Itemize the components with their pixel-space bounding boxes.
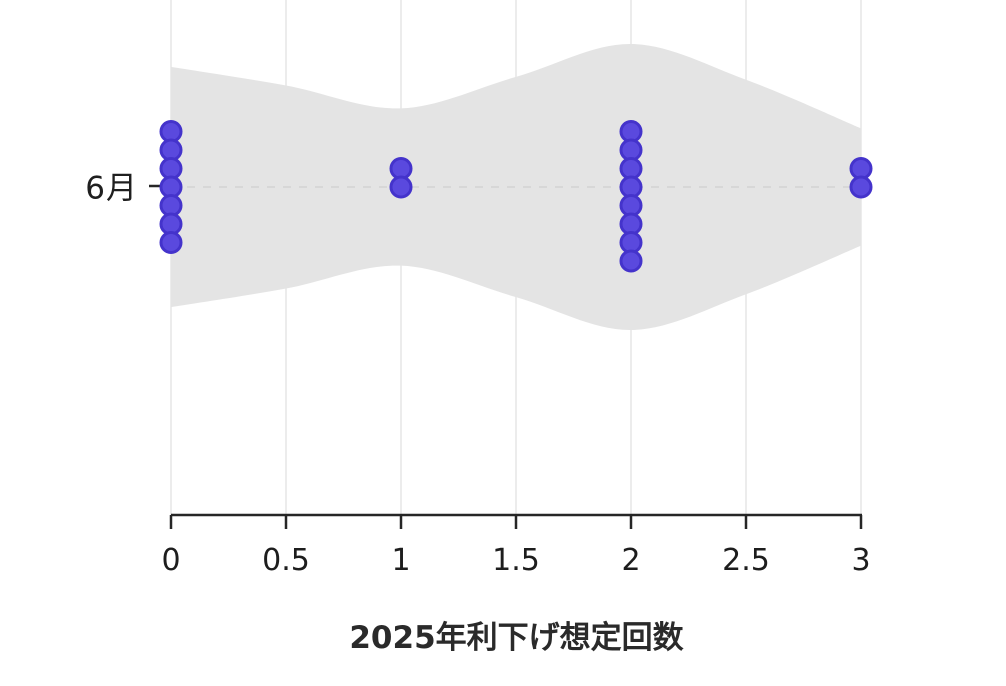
x-axis-title: 2025年利下げ想定回数: [349, 620, 684, 656]
x-tick-label: 0: [161, 543, 180, 578]
data-point-dot: [389, 175, 413, 199]
data-point-dot: [849, 175, 873, 199]
data-point-dot: [159, 231, 183, 254]
data-point-dot: [619, 249, 643, 273]
x-tick-label: 2: [621, 543, 640, 578]
x-tick-label: 1: [391, 543, 410, 578]
y-axis-category-label: 6月: [85, 170, 138, 207]
x-tick-label: 2.5: [722, 543, 770, 578]
x-tick-label: 1.5: [492, 543, 540, 578]
violin-density-shape: [171, 43, 861, 331]
x-tick-label: 3: [851, 543, 870, 578]
x-tick-label: 0.5: [262, 543, 310, 578]
